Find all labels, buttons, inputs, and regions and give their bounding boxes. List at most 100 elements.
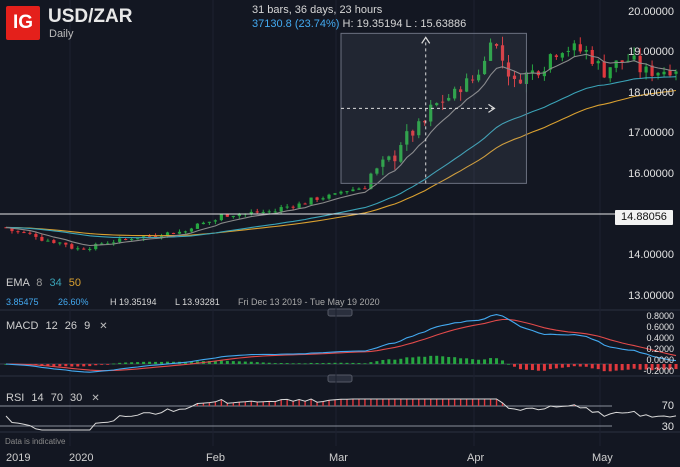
macd-histogram-bar [255,362,259,364]
candle-body [345,191,349,193]
macd-axis-label: 0.2000 [646,344,674,354]
candle-body [237,214,241,217]
candle-body [225,213,229,217]
macd-histogram-bar [560,364,564,368]
candle-body [500,45,505,61]
candle-body [476,74,481,81]
macd-signal-line [5,318,677,372]
candle-body [100,243,104,245]
candle-body [339,191,343,194]
macd-histogram-bar [118,362,122,364]
macd-histogram-bar [297,363,301,365]
macd-histogram-bar [453,357,457,364]
macd-histogram-bar [429,355,433,364]
candle-body [357,188,361,190]
candle-body [309,197,313,205]
macd-histogram-bar [279,363,283,364]
macd-histogram-bar [100,364,104,365]
macd-histogram-bar [195,361,199,364]
candle-body [219,214,223,221]
macd-histogram-bar [40,364,44,366]
macd-histogram-bar [375,361,379,364]
macd-histogram-bar [590,364,594,369]
candle-body [333,193,337,195]
macd-axis-label: 0.6000 [646,322,674,332]
close-icon[interactable]: ✕ [99,321,108,332]
macd-histogram-bar [489,358,493,364]
candle-body [255,211,259,213]
candle-body [411,130,415,136]
rsi-lower: 30 [70,392,83,404]
panel-resize-handle [327,374,353,383]
macd-histogram-bar [530,364,534,371]
candle-body [285,206,289,208]
macd-histogram-bar [393,359,397,364]
candle-body [632,55,636,60]
interval-label: Daily [49,28,74,40]
macd-histogram-bar [644,364,648,370]
ema-period-8: 8 [36,277,43,289]
macd-histogram-bar [136,362,140,364]
macd-histogram-bar [303,363,307,365]
candle-body [608,67,612,79]
macd-histogram-bar [548,364,552,370]
close-icon[interactable]: ✕ [91,393,100,404]
candle-body [662,71,666,75]
ema-legend[interactable]: EMA 8 34 50 [6,277,81,289]
candle-body [494,43,499,46]
macd-histogram-bar [524,364,528,370]
candle-body [602,61,606,78]
macd-histogram-bar [154,361,158,364]
macd-histogram-bar [447,356,451,364]
macd-histogram-bar [626,364,630,370]
macd-histogram-bar [261,362,265,364]
macd-histogram-bar [536,364,540,371]
measure-arrow-right [488,103,496,113]
candle-body [34,234,38,237]
candle-body [124,239,128,241]
macd-histogram-bar [554,364,558,369]
candle-body [596,61,600,64]
macd-histogram-bar [273,363,277,364]
candle-body [165,232,170,236]
candle-body [584,49,588,52]
macd-histogram-bar [207,361,211,364]
time-axis-label: Apr [467,452,485,464]
candle-body [363,188,367,190]
candle-body [213,220,217,222]
macd-legend[interactable]: MACD 12 26 9 ✕ [6,320,108,332]
current-price-tag: 14.88056 [615,210,673,225]
candle-body [273,211,277,213]
candle-body [201,222,206,225]
macd-histogram-bar [381,359,385,364]
candle-body [417,121,421,136]
rsi-period: 14 [31,392,44,404]
candle-body [22,232,26,234]
candle-body [153,235,158,238]
candle-body [52,240,56,243]
macd-histogram-bar [507,363,510,365]
macd-histogram-bar [237,361,241,364]
candle-body [578,44,582,52]
candle-body [548,54,552,70]
rsi-legend[interactable]: RSI 14 70 30 ✕ [6,392,100,404]
candle-body [554,55,558,57]
candle-body [189,228,194,232]
candle-body [249,211,253,214]
candle-body [453,88,457,99]
disclaimer: Data is indicative [5,437,66,446]
candle-body [118,238,122,242]
candle-body [136,238,140,240]
macd-histogram-bar [148,361,152,364]
macd-histogram-bar [166,361,170,364]
macd-histogram-bar [225,360,229,364]
macd-histogram-bar [315,363,319,364]
candle-body [447,97,451,101]
macd-histogram-bar [596,364,600,370]
candle-body [560,53,564,58]
measure-arrow-up [421,36,431,44]
macd-histogram-bar [267,362,271,364]
macd-histogram-bar [130,362,134,364]
candle-body [76,248,80,250]
